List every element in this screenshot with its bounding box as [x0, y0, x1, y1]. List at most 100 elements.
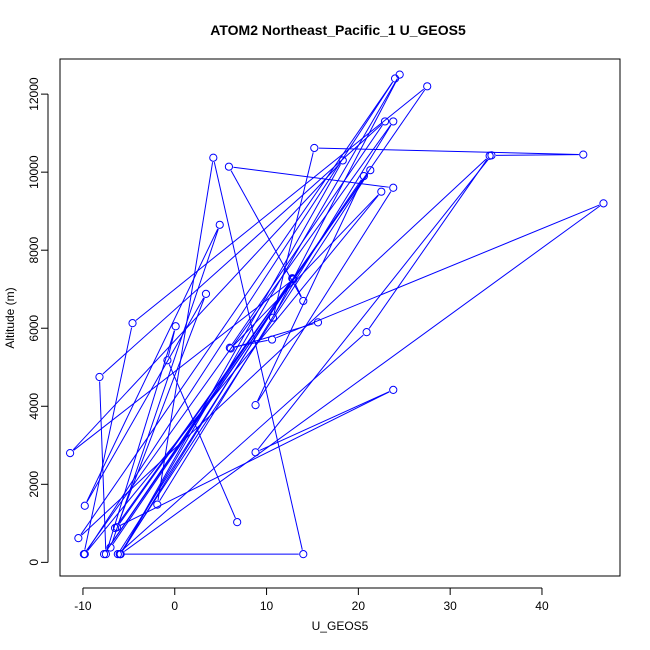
data-point	[233, 518, 242, 527]
data-point	[299, 550, 308, 559]
x-tick-label: 0	[171, 599, 178, 613]
series-segment	[135, 88, 425, 321]
data-point	[225, 343, 234, 352]
series-segment	[106, 330, 175, 550]
series-segment	[495, 154, 579, 156]
series-segment	[318, 147, 579, 155]
x-tick-label: 30	[443, 599, 457, 613]
series-segment	[122, 78, 398, 551]
data-point	[74, 534, 83, 543]
series-layer	[65, 70, 608, 559]
data-point	[80, 501, 89, 510]
data-point	[209, 153, 218, 162]
data-point	[366, 166, 375, 175]
series-segment	[257, 179, 363, 402]
data-point	[251, 448, 260, 457]
series-segment	[112, 179, 362, 545]
series-segment	[120, 334, 364, 552]
series-segment	[119, 282, 292, 551]
data-point	[128, 319, 137, 328]
x-tick-label: 10	[260, 599, 274, 613]
series-segment	[118, 391, 390, 527]
y-tick-label: 4000	[27, 393, 41, 420]
x-axis-label: U_GEOS5	[312, 619, 369, 633]
data-point	[163, 356, 172, 365]
data-point	[95, 372, 104, 382]
data-point	[389, 183, 398, 192]
x-tick-label: -10	[74, 599, 92, 613]
data-point	[251, 400, 260, 410]
series-segment	[157, 162, 214, 501]
series-segment	[80, 81, 393, 535]
data-point	[389, 117, 398, 126]
series-segment	[213, 161, 303, 550]
data-point	[112, 523, 122, 532]
data-point	[395, 70, 404, 79]
data-point	[215, 220, 224, 229]
data-point	[224, 162, 234, 171]
series-segment	[86, 82, 394, 551]
series-segment	[73, 281, 290, 451]
series-segment	[230, 170, 302, 298]
data-point	[389, 385, 398, 394]
data-point	[579, 150, 588, 159]
series-segment	[111, 228, 219, 544]
data-point	[201, 289, 211, 298]
data-point	[377, 187, 386, 196]
data-point	[116, 550, 125, 559]
data-point	[599, 199, 608, 208]
series-segment	[233, 166, 389, 188]
y-tick-label: 2000	[27, 471, 41, 498]
series-segment	[276, 204, 600, 339]
series-segment	[86, 228, 219, 502]
series-segment	[119, 282, 291, 524]
data-point	[289, 274, 298, 283]
series-segment	[86, 124, 392, 551]
x-axis: -10 0 10 20 30 40	[74, 587, 549, 613]
y-tick-label: 0	[27, 559, 41, 566]
data-point	[106, 543, 115, 552]
data-point	[485, 151, 494, 160]
data-point	[313, 318, 323, 327]
y-tick-label: 12000	[27, 77, 41, 111]
series-segment	[257, 191, 392, 402]
data-point	[153, 500, 162, 509]
data-point	[226, 344, 235, 353]
plot-frame	[59, 58, 621, 577]
series-segment	[72, 163, 341, 451]
series-segment	[123, 205, 601, 552]
data-point	[423, 82, 432, 91]
data-point	[80, 550, 89, 559]
series-segment	[84, 327, 133, 550]
data-point	[310, 143, 319, 153]
data-point	[65, 448, 75, 458]
data-point	[299, 296, 308, 306]
x-tick-label: 20	[352, 599, 366, 613]
series-segment	[233, 194, 379, 346]
series-segment	[81, 158, 487, 536]
data-point	[171, 322, 180, 331]
series-segment	[122, 164, 341, 551]
series-segment	[167, 330, 176, 356]
data-point	[267, 335, 277, 344]
series-segment	[234, 323, 314, 348]
data-point	[359, 171, 368, 181]
y-tick-label: 10000	[27, 155, 41, 189]
y-axis-label: Altitude (m)	[3, 287, 17, 348]
data-point	[268, 313, 278, 322]
series-segment	[257, 158, 490, 450]
y-tick-label: 6000	[27, 315, 41, 342]
chart-title: ATOM2 Northeast_Pacific_1 U_GEOS5	[210, 22, 466, 38]
data-point	[390, 74, 400, 83]
series-segment	[159, 124, 392, 502]
data-point	[380, 117, 390, 126]
series-segment	[87, 194, 379, 551]
data-point	[99, 550, 109, 559]
data-point	[362, 328, 371, 337]
series-segment	[118, 297, 205, 524]
x-tick-label: 40	[535, 599, 549, 613]
series-segment	[231, 124, 383, 345]
data-point	[338, 156, 347, 165]
y-tick-label: 8000	[27, 237, 41, 264]
